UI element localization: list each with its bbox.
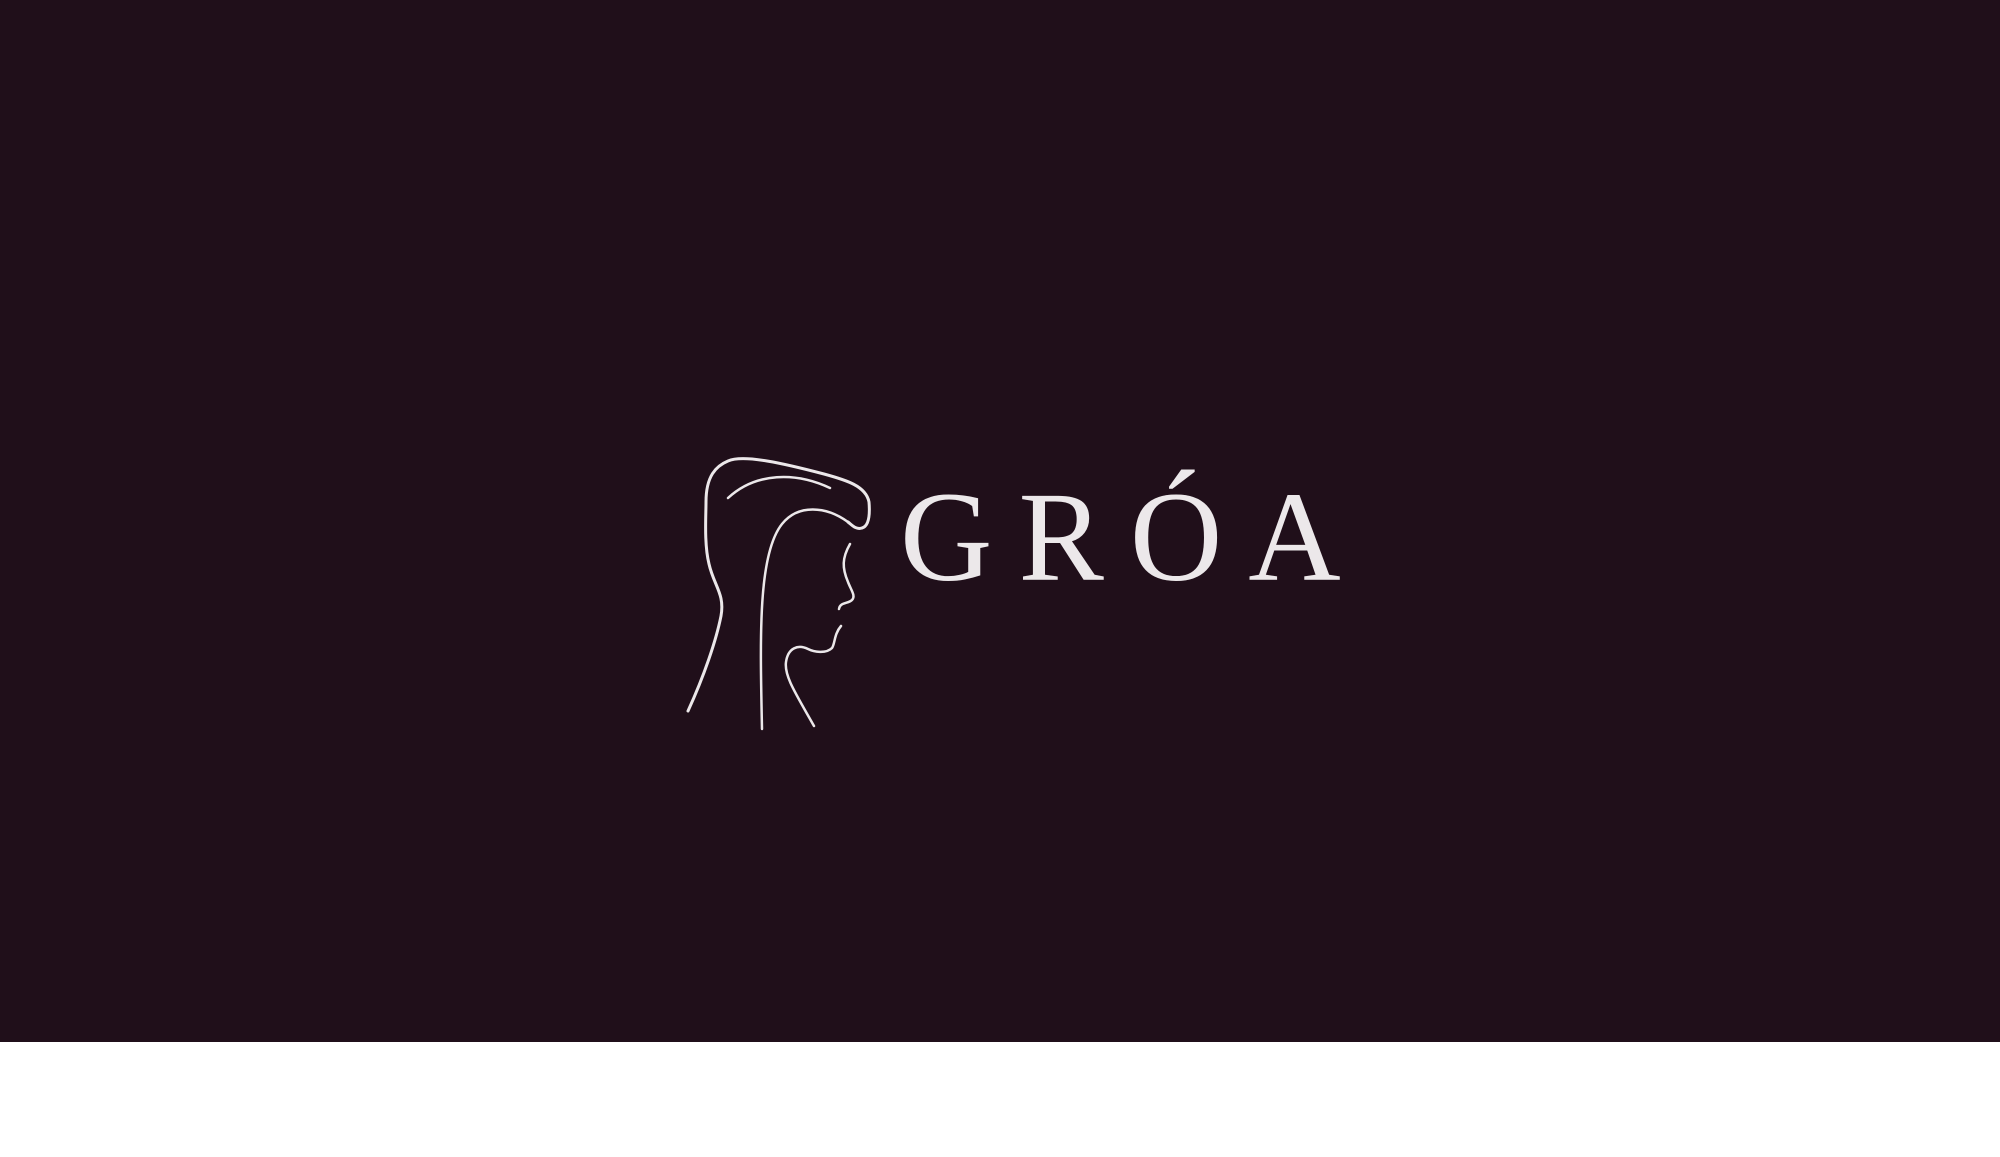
groa-logo: GRÓA woman-profile-line-art-icon	[676, 436, 1376, 736]
woman-profile-line-art-icon	[686, 457, 871, 731]
hero-panel: GRÓA woman-profile-line-art-icon	[0, 0, 2000, 1042]
brand-wordmark: GRÓA	[900, 466, 1367, 608]
bottom-strip	[0, 1042, 2000, 1157]
